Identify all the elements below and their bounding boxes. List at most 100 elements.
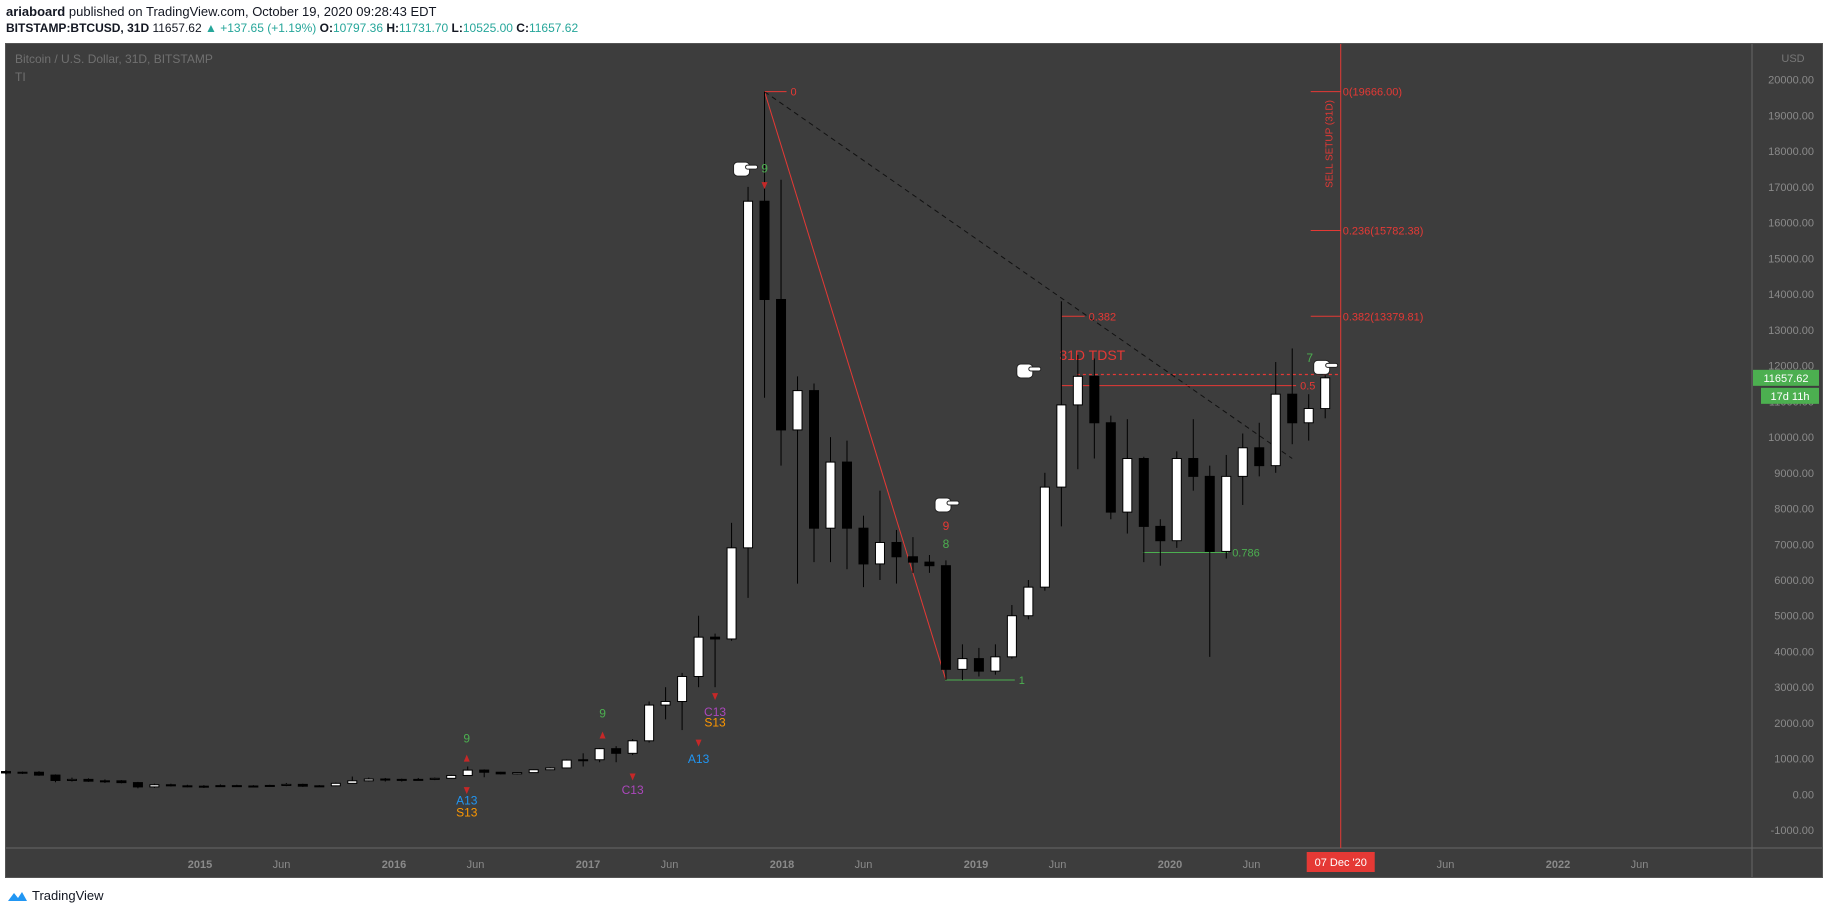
candle — [1039, 472, 1050, 591]
candle-body — [1, 771, 11, 774]
hand-finger — [946, 500, 960, 506]
candle-body — [907, 556, 918, 563]
indicator-label[interactable]: TI — [15, 70, 26, 84]
x-tick-label: 2020 — [1158, 859, 1182, 871]
candle — [874, 490, 885, 580]
fib-level-label: 1 — [1019, 675, 1025, 687]
candle-body — [512, 772, 523, 775]
candle-body — [116, 780, 127, 784]
y-tick-label: 13000.00 — [1768, 325, 1814, 337]
candle — [512, 772, 523, 775]
candle — [907, 537, 918, 573]
candle-body — [83, 778, 94, 782]
candle-body — [1155, 525, 1166, 542]
y-tick-label: 14000.00 — [1768, 289, 1814, 301]
x-tick-label: 2022 — [1546, 859, 1570, 871]
candle-body — [627, 740, 638, 754]
candle-body — [330, 782, 341, 787]
candle — [330, 782, 341, 787]
candle — [528, 769, 539, 774]
pointing-hand-icon — [733, 161, 759, 177]
signal-arrow-icon — [463, 787, 470, 795]
signal-arrow-icon — [712, 693, 719, 701]
candle-body — [462, 769, 473, 776]
fib-extension-label: 0.382(13379.81) — [1343, 311, 1424, 323]
candle-body — [660, 700, 671, 706]
candle — [132, 781, 143, 789]
candle — [1303, 394, 1314, 441]
candle — [973, 647, 984, 677]
candle — [759, 91, 770, 398]
y-tick-label: 15000.00 — [1768, 253, 1814, 265]
candle — [594, 747, 605, 763]
brand-name[interactable]: TradingView — [32, 888, 104, 903]
candle-body — [347, 780, 358, 784]
candle-body — [1089, 375, 1100, 424]
candle-body — [33, 771, 44, 776]
x-tick-label: Jun — [273, 859, 291, 871]
candle-body — [413, 778, 424, 781]
candle — [396, 778, 407, 782]
candle — [710, 633, 721, 688]
candle-body — [578, 759, 589, 762]
candle — [198, 785, 209, 788]
fib-level-label: 0.382 — [1089, 311, 1117, 323]
candle-body — [858, 527, 869, 565]
candle — [116, 780, 127, 784]
candle — [940, 560, 951, 681]
candle — [545, 767, 556, 771]
chart-frame[interactable] — [5, 43, 1823, 878]
candle-body — [841, 461, 852, 529]
candle — [776, 179, 787, 466]
candle-body — [1221, 475, 1232, 552]
y-tick-label: 10000.00 — [1768, 432, 1814, 444]
candle — [611, 746, 622, 763]
candle-body — [248, 785, 259, 788]
candle — [281, 782, 292, 787]
date-label-box — [1306, 852, 1375, 872]
low-value: 10525.00 — [462, 21, 513, 35]
symbol-name: BITSTAMP:BTCUSD, 31D — [6, 21, 150, 35]
candle — [1105, 415, 1116, 520]
x-tick-label: Jun — [1049, 859, 1067, 871]
candle — [693, 615, 704, 688]
candle-body — [924, 561, 935, 567]
candle-body — [1122, 458, 1133, 513]
setup-count-label: 7 — [1306, 351, 1313, 365]
candle-body — [264, 784, 275, 787]
candle-body — [561, 759, 572, 769]
x-tick-label: Jun — [661, 859, 679, 871]
candle — [726, 522, 737, 641]
footer: TradingView — [6, 888, 104, 903]
candle — [165, 783, 176, 787]
candle — [231, 784, 242, 788]
countdown-label: S13 — [456, 806, 478, 820]
candle-body — [726, 547, 737, 640]
y-tick-label: 6000.00 — [1774, 575, 1814, 587]
candle — [314, 785, 325, 788]
last-price: 11657.62 — [152, 21, 202, 35]
author-name[interactable]: ariaboard — [6, 4, 66, 19]
y-tick-label: 0.00 — [1793, 789, 1814, 801]
fib-level-label: 0.786 — [1232, 547, 1260, 559]
pane-title: Bitcoin / U.S. Dollar, 31D, BITSTAMP — [15, 52, 213, 66]
candle-body — [1188, 458, 1199, 477]
y-tick-label: 16000.00 — [1768, 218, 1814, 230]
candle-body — [1303, 407, 1314, 424]
candle-body — [281, 783, 292, 786]
countdown-label: S13 — [704, 716, 726, 730]
candle-body — [644, 704, 655, 742]
close-value: 11657.62 — [528, 21, 579, 35]
candle — [1270, 362, 1281, 473]
currency-label: USD — [1781, 53, 1804, 65]
candle-body — [594, 748, 605, 761]
candle — [149, 783, 160, 788]
signal-arrow-icon — [695, 739, 702, 747]
hand-finger — [745, 164, 759, 170]
candle — [1, 770, 11, 775]
y-tick-label: 1000.00 — [1774, 754, 1814, 766]
candle-body — [1072, 375, 1083, 406]
x-tick-label: Jun — [1243, 859, 1261, 871]
candle-body — [363, 778, 374, 782]
